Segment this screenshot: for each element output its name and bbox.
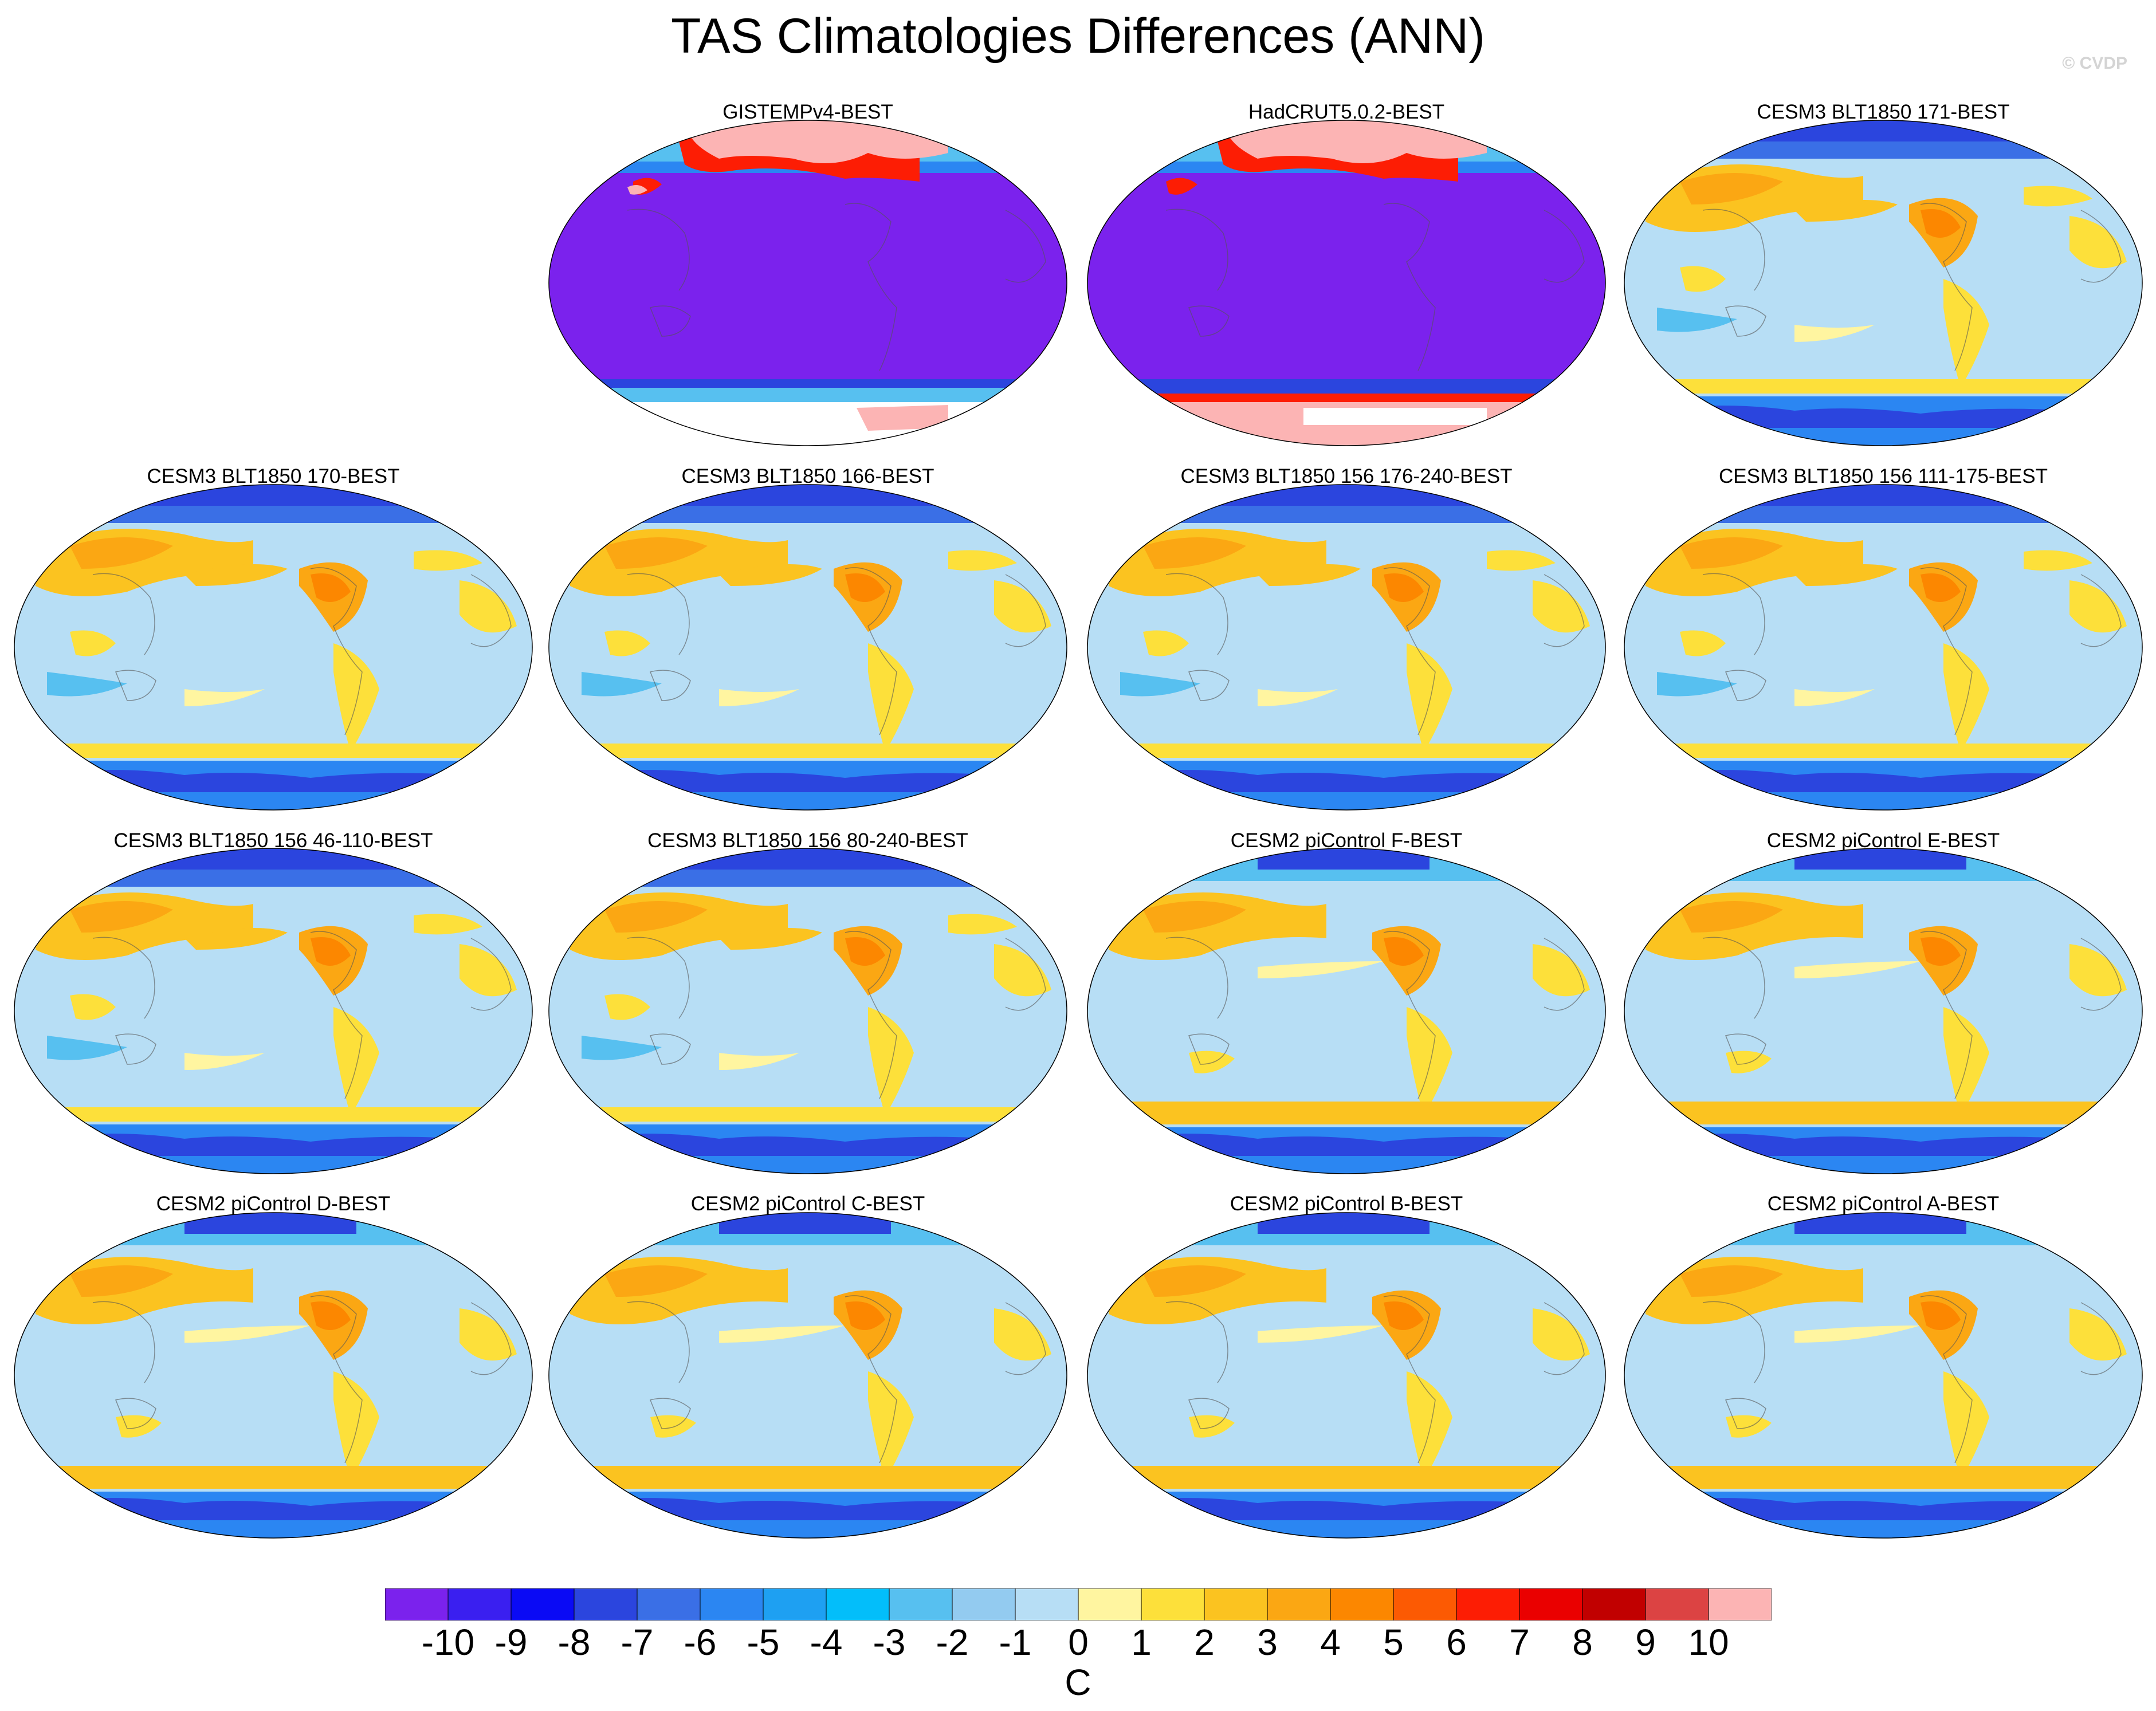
colorbar-swatch [1330,1588,1394,1621]
panel-title: CESM3 BLT1850 170-BEST [147,465,400,487]
colorbar-swatch [700,1588,764,1621]
colorbar [384,1588,1772,1623]
panel-title: CESM3 BLT1850 171-BEST [1757,101,2010,123]
colorbar-swatch [1015,1588,1079,1621]
colorbar-swatch [447,1588,512,1621]
colorbar-tick-label: 8 [1572,1622,1593,1663]
colorbar-swatch [384,1588,449,1621]
panel-title: CESM3 BLT1850 156 176-240-BEST [1180,465,1513,487]
colorbar-tick-label: -6 [684,1622,717,1663]
world-map-panel [13,483,534,812]
world-map-panel [547,1211,1069,1540]
world-map-panel [1623,847,2144,1176]
colorbar-tick-label: -3 [873,1622,906,1663]
colorbar-swatch [1267,1588,1331,1621]
world-map-panel [1086,1211,1607,1540]
panel-title: HadCRUT5.0.2-BEST [1248,101,1445,123]
world-map-panel [1086,483,1607,812]
world-map-panel [547,483,1069,812]
colorbar-tick-label: -4 [810,1622,843,1663]
colorbar-swatch [1204,1588,1268,1621]
world-map-panel [1623,483,2144,812]
colorbar-tick-label: 5 [1383,1622,1404,1663]
colorbar-swatch [952,1588,1016,1621]
colorbar-tick-label: -7 [621,1622,654,1663]
colorbar-swatch [1645,1588,1709,1621]
world-map-panel [1086,847,1607,1176]
panel-title: CESM2 piControl B-BEST [1230,1193,1463,1215]
colorbar-tick-label: 1 [1131,1622,1152,1663]
panel-title: CESM2 piControl D-BEST [156,1193,391,1215]
colorbar-tick-label: 0 [1068,1622,1089,1663]
world-map-panel [1086,119,1607,448]
colorbar-tick-label: 7 [1509,1622,1530,1663]
panel-title: GISTEMPv4-BEST [722,101,893,123]
colorbar-swatch [637,1588,701,1621]
world-map-panel [1623,119,2144,448]
world-map-panel [547,847,1069,1176]
colorbar-tick-label: -5 [747,1622,780,1663]
colorbar-tick-label: -9 [494,1622,528,1663]
colorbar-tick-label: 6 [1446,1622,1467,1663]
colorbar-tick-label: 3 [1257,1622,1278,1663]
colorbar-tick-label: 4 [1320,1622,1341,1663]
colorbar-swatch [1708,1588,1772,1621]
panel-title: CESM3 BLT1850 156 111-175-BEST [1719,465,2048,487]
panel-title: CESM2 piControl C-BEST [690,1193,925,1215]
world-map-panel [13,1211,534,1540]
colorbar-swatch [510,1588,575,1621]
colorbar-tick-label: -8 [557,1622,591,1663]
colorbar-tick-label: 10 [1688,1622,1729,1663]
colorbar-swatch [1393,1588,1457,1621]
panel-title: CESM3 BLT1850 166-BEST [681,465,934,487]
colorbar-tick-label: -2 [936,1622,969,1663]
colorbar-swatch [1519,1588,1583,1621]
colorbar-tick-label: 9 [1635,1622,1656,1663]
colorbar-swatch [1078,1588,1142,1621]
colorbar-tick-label: -10 [421,1622,475,1663]
colorbar-swatch [574,1588,638,1621]
world-map-panel [13,847,534,1176]
colorbar-swatch [889,1588,953,1621]
figure-title: TAS Climatologies Differences (ANN) [670,9,1485,64]
colorbar-tick-label: 2 [1194,1622,1215,1663]
colorbar-swatch [1141,1588,1205,1621]
world-map-panel [1623,1211,2144,1540]
cvdp-watermark: © CVDP [2062,54,2127,73]
colorbar-tick-label: -1 [999,1622,1032,1663]
panel-title: CESM2 piControl A-BEST [1767,1193,2000,1215]
world-map-panel [547,119,1069,448]
colorbar-swatch [1582,1588,1646,1621]
colorbar-units: C [1065,1662,1091,1703]
colorbar-swatch [826,1588,890,1621]
colorbar-swatch [763,1588,827,1621]
colorbar-swatches [384,1588,1772,1621]
colorbar-swatch [1456,1588,1520,1621]
